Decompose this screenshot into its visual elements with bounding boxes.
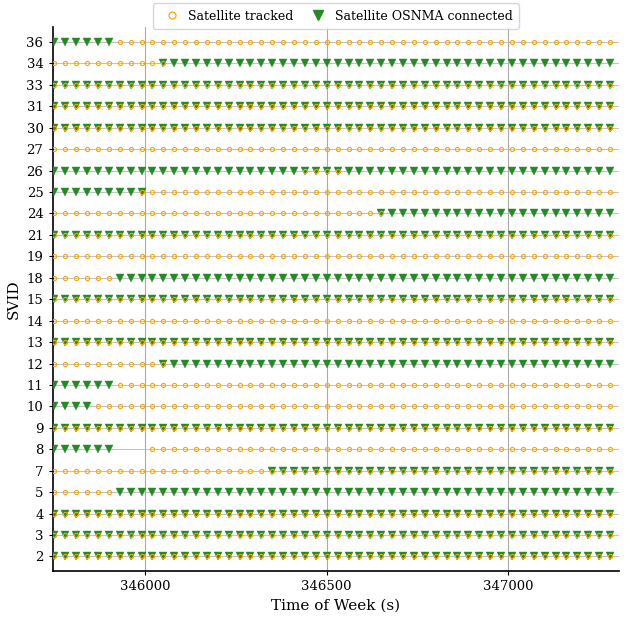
Y-axis label: SVID: SVID	[7, 280, 21, 319]
Legend: Satellite tracked, Satellite OSNMA connected: Satellite tracked, Satellite OSNMA conne…	[153, 3, 519, 29]
X-axis label: Time of Week (s): Time of Week (s)	[271, 599, 401, 613]
